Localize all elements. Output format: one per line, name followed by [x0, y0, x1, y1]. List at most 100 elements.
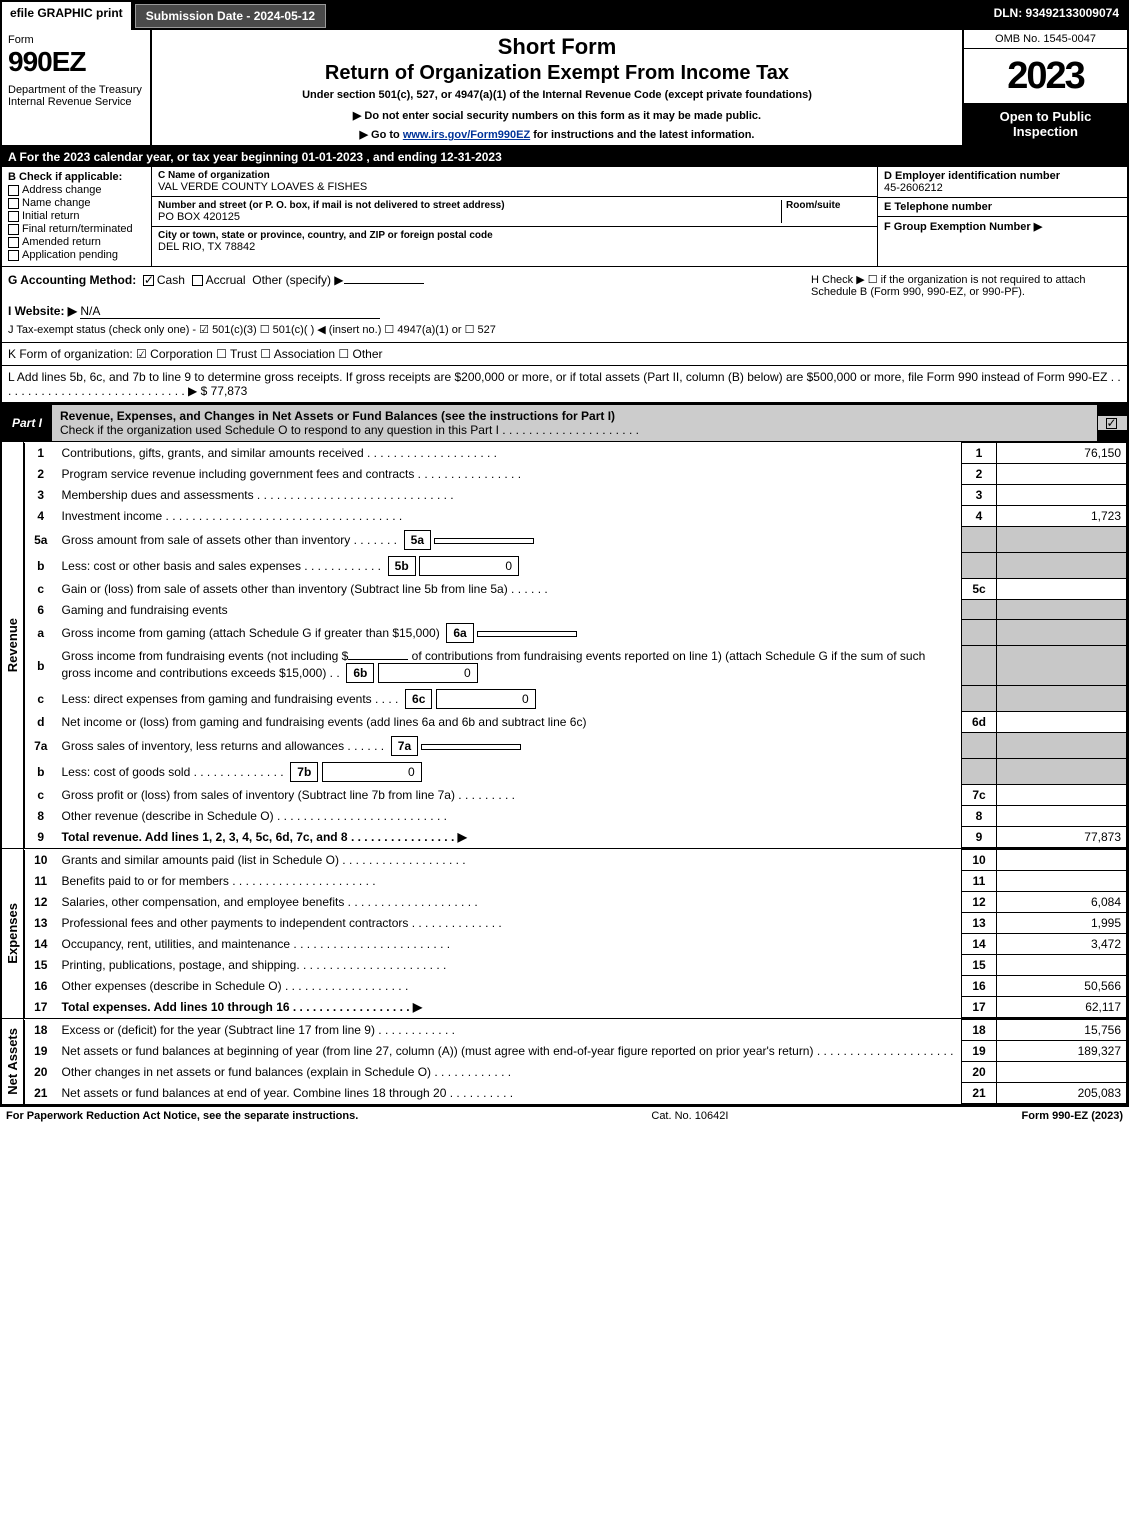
line6a-subval [477, 631, 577, 637]
netassets-side-label: Net Assets [5, 1028, 20, 1095]
org-name: VAL VERDE COUNTY LOAVES & FISHES [158, 181, 871, 193]
row-k-org-form: K Form of organization: ☑ Corporation ☐ … [2, 342, 1127, 366]
h-check: H Check ▶ ☐ if the organization is not r… [811, 273, 1121, 298]
ein-value: 45-2606212 [884, 182, 943, 194]
form-word: Form [8, 34, 144, 46]
omb-number: OMB No. 1545-0047 [964, 30, 1127, 49]
netassets-section: Net Assets 18Excess or (deficit) for the… [2, 1018, 1127, 1104]
form-number: 990EZ [8, 46, 144, 78]
header-left: Form 990EZ Department of the Treasury In… [2, 30, 152, 145]
expenses-table: 10Grants and similar amounts paid (list … [24, 849, 1127, 1018]
org-name-label: C Name of organization [158, 170, 871, 181]
chk-final-return[interactable]: Final return/terminated [8, 223, 145, 235]
row-l-gross-receipts: L Add lines 5b, 6c, and 7b to line 9 to … [2, 366, 1127, 404]
line11-amt [997, 871, 1127, 892]
line6b-subval: 0 [378, 663, 478, 683]
line4-amt: 1,723 [997, 506, 1127, 527]
line13-amt: 1,995 [997, 913, 1127, 934]
group-exempt-label: F Group Exemption Number ▶ [884, 221, 1042, 233]
chk-initial-return[interactable]: Initial return [8, 210, 145, 222]
line1-amt: 76,150 [997, 443, 1127, 464]
form-container: efile GRAPHIC print Submission Date - 20… [0, 0, 1129, 1106]
line12-amt: 6,084 [997, 892, 1127, 913]
efile-label: efile GRAPHIC print [2, 2, 133, 30]
col-c-org-info: C Name of organization VAL VERDE COUNTY … [152, 167, 877, 266]
dept-treasury: Department of the Treasury Internal Reve… [8, 84, 144, 108]
footer-formref: Form 990-EZ (2023) [1022, 1110, 1123, 1122]
addr-label: Number and street (or P. O. box, if mail… [158, 200, 781, 211]
return-title: Return of Organization Exempt From Incom… [160, 62, 954, 85]
line2-amt [997, 464, 1127, 485]
revenue-table: 1Contributions, gifts, grants, and simil… [24, 442, 1127, 848]
line20-amt [997, 1062, 1127, 1083]
other-specify-line[interactable] [344, 283, 424, 284]
line14-amt: 3,472 [997, 934, 1127, 955]
tax-year: 2023 [964, 49, 1127, 103]
goto-post: for instructions and the latest informat… [530, 129, 754, 141]
chk-name-change[interactable]: Name change [8, 197, 145, 209]
header-mid: Short Form Return of Organization Exempt… [152, 30, 962, 145]
box-bcdef: B Check if applicable: Address change Na… [2, 167, 1127, 267]
revenue-side-label: Revenue [5, 618, 20, 672]
under-section: Under section 501(c), 527, or 4947(a)(1)… [160, 89, 954, 101]
row-g-h: G Accounting Method: Cash Accrual Other … [2, 267, 1127, 304]
line7b-subval: 0 [322, 762, 422, 782]
part1-title: Revenue, Expenses, and Changes in Net As… [52, 404, 1097, 442]
submission-date: Submission Date - 2024-05-12 [135, 4, 326, 28]
chk-amended[interactable]: Amended return [8, 236, 145, 248]
goto-pre: ▶ Go to [360, 129, 403, 141]
gross-receipts-amt: 77,873 [211, 384, 248, 398]
city-value: DEL RIO, TX 78842 [158, 241, 871, 253]
line9-amt: 77,873 [997, 827, 1127, 848]
goto-link-row: ▶ Go to www.irs.gov/Form990EZ for instru… [160, 128, 954, 141]
dln-number: DLN: 93492133009074 [986, 2, 1127, 30]
city-label: City or town, state or province, country… [158, 230, 871, 241]
line7a-subval [421, 744, 521, 750]
row-j-tax-status: J Tax-exempt status (check only one) - ☑… [2, 323, 1127, 342]
g-label: G Accounting Method: [8, 273, 136, 287]
footer-catno: Cat. No. 10642I [651, 1110, 728, 1122]
header-right: OMB No. 1545-0047 2023 Open to Public In… [962, 30, 1127, 145]
col-b-checkboxes: B Check if applicable: Address change Na… [2, 167, 152, 266]
line6c-subval: 0 [436, 689, 536, 709]
phone-label: E Telephone number [884, 201, 992, 213]
topbar: efile GRAPHIC print Submission Date - 20… [2, 2, 1127, 30]
col-b-header: B Check if applicable: [8, 171, 122, 183]
line5a-subval [434, 538, 534, 544]
row-i-website: I Website: ▶ N/A [2, 304, 1127, 323]
netassets-table: 18Excess or (deficit) for the year (Subt… [24, 1019, 1127, 1104]
line17-amt: 62,117 [997, 997, 1127, 1018]
chk-app-pending[interactable]: Application pending [8, 249, 145, 261]
website-label: I Website: ▶ [8, 304, 77, 318]
line5b-subval: 0 [419, 556, 519, 576]
line19-amt: 189,327 [997, 1041, 1127, 1062]
ssn-warning: ▶ Do not enter social security numbers o… [160, 109, 954, 122]
line6d-amt [997, 712, 1127, 733]
part1-check-note: Check if the organization used Schedule … [60, 423, 639, 437]
chk-cash[interactable] [143, 275, 154, 286]
room-label: Room/suite [786, 200, 871, 211]
footer-left: For Paperwork Reduction Act Notice, see … [6, 1110, 358, 1122]
line8-amt [997, 806, 1127, 827]
row-a-tax-year: A For the 2023 calendar year, or tax yea… [2, 147, 1127, 167]
addr-value: PO BOX 420125 [158, 211, 781, 223]
line16-amt: 50,566 [997, 976, 1127, 997]
expenses-section: Expenses 10Grants and similar amounts pa… [2, 848, 1127, 1018]
ein-label: D Employer identification number [884, 170, 1060, 182]
line5c-amt [997, 579, 1127, 600]
part1-schedule-o-check[interactable] [1106, 418, 1117, 429]
line21-amt: 205,083 [997, 1083, 1127, 1104]
col-def: D Employer identification number 45-2606… [877, 167, 1127, 266]
part1-label: Part I [2, 412, 52, 434]
website-value: N/A [80, 304, 380, 319]
irs-link[interactable]: www.irs.gov/Form990EZ [403, 129, 530, 141]
chk-accrual[interactable] [192, 275, 203, 286]
expenses-side-label: Expenses [5, 903, 20, 964]
chk-address-change[interactable]: Address change [8, 184, 145, 196]
line15-amt [997, 955, 1127, 976]
open-inspection: Open to Public Inspection [964, 103, 1127, 145]
line10-amt [997, 850, 1127, 871]
short-form-title: Short Form [160, 34, 954, 60]
line18-amt: 15,756 [997, 1020, 1127, 1041]
part1-header: Part I Revenue, Expenses, and Changes in… [2, 404, 1127, 442]
